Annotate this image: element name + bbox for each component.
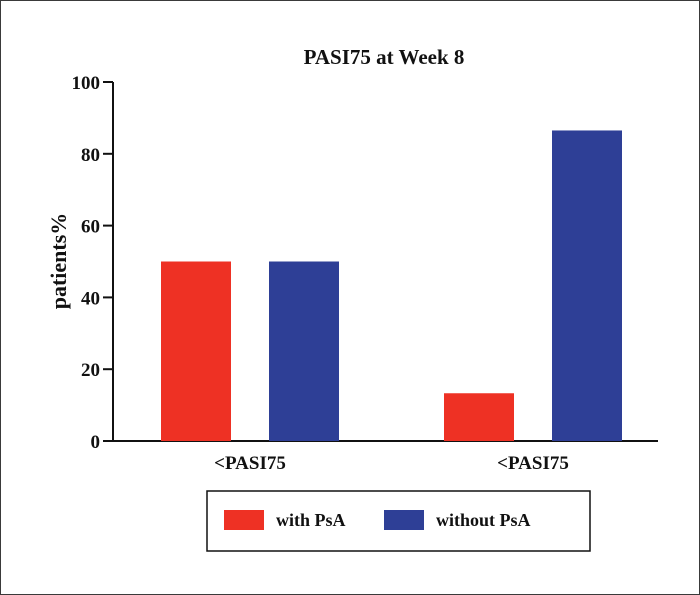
bar-without-psa-1 xyxy=(269,261,339,441)
bar-without-psa-2 xyxy=(552,130,622,441)
legend-label-without-psa: without PsA xyxy=(436,510,531,530)
legend: with PsA without PsA xyxy=(206,490,591,552)
bar-with-psa-2 xyxy=(444,393,514,441)
legend-swatch-without-psa xyxy=(384,510,424,530)
y-axis-label: patients% xyxy=(46,213,71,310)
chart-title: PASI75 at Week 8 xyxy=(304,45,465,69)
bar-with-psa-1 xyxy=(161,261,231,441)
x-category-label: <PASI75 xyxy=(214,453,286,474)
y-tick-label: 0 xyxy=(91,432,101,453)
x-category-label: <PASI75 xyxy=(497,453,569,474)
y-tick-label: 40 xyxy=(81,288,100,309)
y-tick-label: 60 xyxy=(81,217,100,238)
y-tick-label: 20 xyxy=(81,360,100,381)
legend-swatch-with-psa xyxy=(224,510,264,530)
y-tick-label: 100 xyxy=(72,73,101,94)
plot-area: 0 20 40 60 80 100 <PASI75 <PASI75 xyxy=(72,73,658,474)
y-tick-label: 80 xyxy=(81,145,100,166)
legend-label-with-psa: with PsA xyxy=(276,510,346,530)
